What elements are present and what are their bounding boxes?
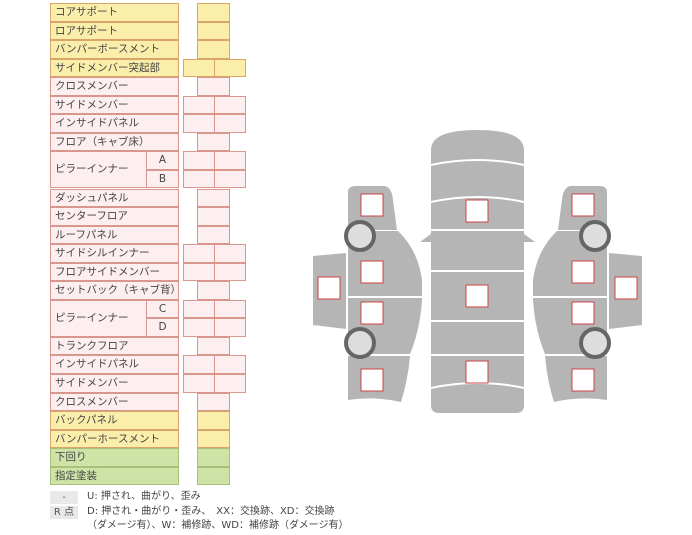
row-label: クロスメンバー: [50, 77, 179, 96]
row-label: ルーフパネル: [50, 225, 179, 245]
input-cell[interactable]: [197, 132, 230, 152]
row-sublabel: B: [146, 169, 179, 189]
input-cell[interactable]: [197, 21, 230, 41]
mark-box: [360, 368, 384, 392]
row-label: フロアサイドメンバー: [50, 262, 179, 282]
wheel-icon: [579, 327, 611, 359]
row-sublabel: D: [146, 318, 179, 337]
row-label: サイドシルインナー: [50, 244, 179, 263]
input-cell[interactable]: [197, 392, 230, 412]
legend-text-d2: （ダメージ有）、W：補修跡、WD：補修跡（ダメージ有）: [87, 520, 349, 531]
row-label: サイドメンバー: [50, 95, 179, 115]
input-cell[interactable]: [197, 429, 230, 449]
input-cell[interactable]: [197, 3, 230, 22]
mark-box: [465, 360, 489, 384]
input-cell[interactable]: [214, 114, 246, 133]
mark-box: [614, 276, 638, 300]
wheel-icon: [344, 220, 376, 252]
row-label: インサイドパネル: [50, 114, 179, 133]
legend-key-r: R 点: [50, 506, 78, 519]
input-cell[interactable]: [197, 466, 230, 486]
input-cell[interactable]: [197, 281, 230, 300]
row-label: サイドメンバー突起部: [50, 58, 179, 78]
wheel-icon: [344, 327, 376, 359]
row-label: バックパネル: [50, 411, 179, 430]
input-cell[interactable]: [214, 151, 246, 170]
input-cell[interactable]: [197, 336, 230, 356]
row-label: 下回り: [50, 448, 179, 467]
row-label: クロスメンバー: [50, 392, 179, 412]
row-label: コアサポート: [50, 3, 179, 22]
row-label: ダッシュパネル: [50, 188, 179, 208]
input-cell[interactable]: [214, 318, 246, 337]
input-cell[interactable]: [197, 207, 230, 226]
right-tri: [524, 234, 535, 242]
row-label: バンパーホースメント: [50, 429, 179, 449]
input-cell[interactable]: [197, 188, 230, 208]
row-label: センターフロア: [50, 207, 179, 226]
mark-box: [360, 260, 384, 284]
row-label: サイドメンバー: [50, 374, 179, 393]
row-label: 指定塗装: [50, 466, 179, 486]
input-cell[interactable]: [214, 169, 246, 189]
input-cell[interactable]: [214, 262, 246, 282]
input-cell[interactable]: [197, 448, 230, 467]
row-label: ピラーインナー: [50, 151, 147, 189]
mark-box: [571, 260, 595, 284]
input-cell[interactable]: [197, 77, 230, 96]
wheel-icon: [579, 220, 611, 252]
row-label: バンパーボースメント: [50, 40, 179, 59]
input-cell[interactable]: [214, 95, 246, 115]
input-cell[interactable]: [214, 244, 246, 263]
row-label: セットバック（キャブ背）: [50, 281, 179, 300]
row-label: フロア（キャブ床）: [50, 132, 179, 152]
legend-text-u: U: 押され、曲がり、歪み: [87, 491, 201, 502]
legend-key-dash: -: [50, 491, 78, 504]
row-label: ピラーインナー: [50, 299, 147, 337]
input-cell[interactable]: [197, 411, 230, 430]
input-cell[interactable]: [214, 299, 246, 319]
row-sublabel: C: [146, 299, 179, 319]
mark-box: [571, 368, 595, 392]
row-sublabel: A: [146, 151, 179, 170]
wheel-icons: [344, 220, 611, 359]
mark-box: [571, 301, 595, 325]
legend-text-d: D: 押され・曲がり・歪み、 XX：交換跡、XD：交換跡: [87, 506, 335, 517]
input-cell[interactable]: [197, 225, 230, 245]
input-cell[interactable]: [214, 355, 246, 374]
input-cell[interactable]: [214, 374, 246, 393]
row-label: ロアサポート: [50, 21, 179, 41]
input-cell[interactable]: [197, 40, 230, 59]
left-tri: [420, 234, 431, 242]
mark-box: [465, 199, 489, 223]
input-cell[interactable]: [214, 58, 246, 78]
mark-box: [571, 193, 595, 217]
mark-box: [465, 284, 489, 308]
mark-box: [317, 276, 341, 300]
row-label: トランクフロア: [50, 336, 179, 356]
mark-box: [360, 301, 384, 325]
mark-box: [360, 193, 384, 217]
row-label: インサイドパネル: [50, 355, 179, 374]
